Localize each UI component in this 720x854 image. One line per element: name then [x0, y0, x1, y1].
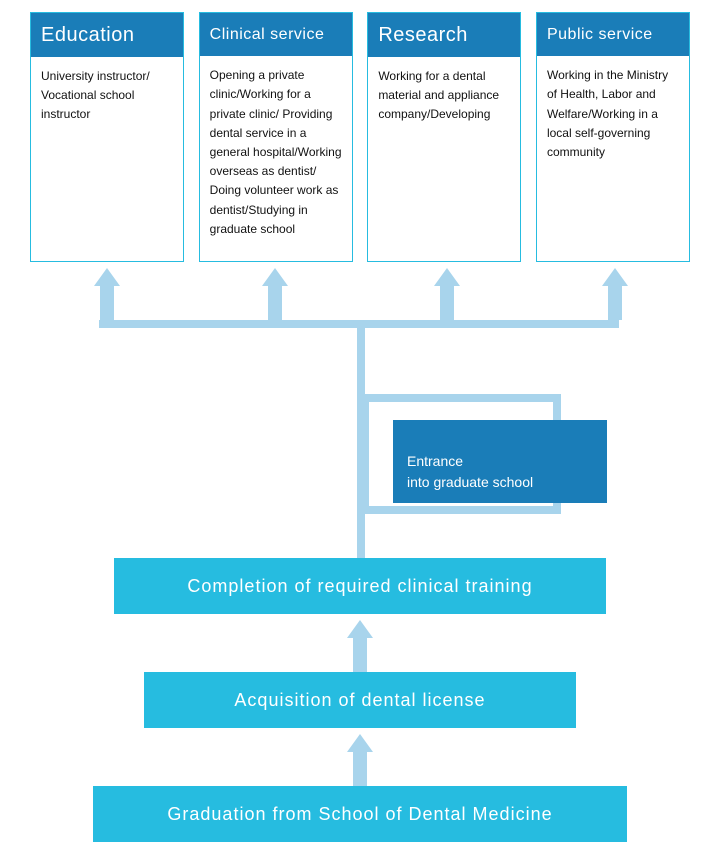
flowchart: Education University instructor/ Vocatio…	[0, 0, 720, 854]
career-header: Public service	[537, 13, 689, 56]
career-header: Research	[368, 13, 520, 57]
career-body: Opening a private clinic/Working for a p…	[200, 56, 352, 261]
career-box-clinical: Clinical service Opening a private clini…	[199, 12, 353, 262]
box-label: Graduation from School of Dental Medicin…	[167, 804, 552, 825]
career-header: Clinical service	[200, 13, 352, 56]
career-body: Working for a dental material and applia…	[368, 57, 520, 261]
career-paths-row: Education University instructor/ Vocatio…	[30, 12, 690, 262]
career-body: University instructor/ Vocational school…	[31, 57, 183, 261]
career-header: Education	[31, 13, 183, 57]
entrance-label-box: Entrance into graduate school	[393, 420, 607, 503]
box-clinical-training: Completion of required clinical training	[114, 558, 606, 614]
box-dental-license: Acquisition of dental license	[144, 672, 576, 728]
box-graduation: Graduation from School of Dental Medicin…	[93, 786, 627, 842]
career-box-education: Education University instructor/ Vocatio…	[30, 12, 184, 262]
box-label: Completion of required clinical training	[187, 576, 532, 597]
career-body: Working in the Ministry of Health, Labor…	[537, 56, 689, 261]
entrance-label: Entrance into graduate school	[407, 453, 533, 490]
career-box-research: Research Working for a dental material a…	[367, 12, 521, 262]
career-box-public: Public service Working in the Ministry o…	[536, 12, 690, 262]
box-label: Acquisition of dental license	[234, 690, 485, 711]
